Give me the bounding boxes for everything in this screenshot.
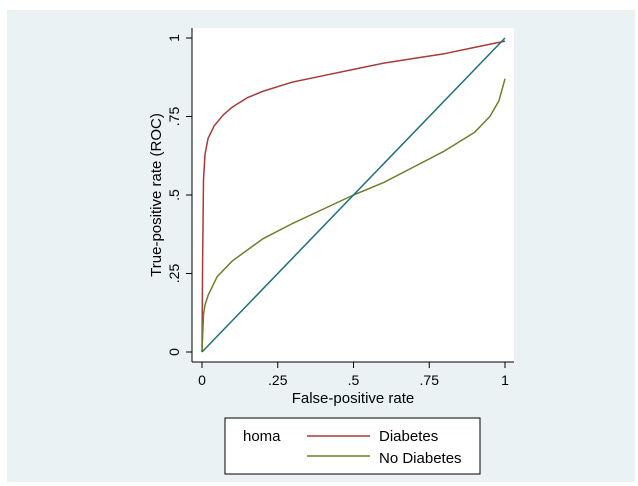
x-axis-title: False-positive rate — [292, 390, 415, 407]
y-tick-label: 1 — [166, 34, 182, 42]
legend-title: homa — [243, 428, 281, 445]
y-tick-label: .25 — [166, 264, 182, 284]
x-tick-label: .25 — [268, 372, 288, 388]
y-tick-label: .75 — [166, 107, 182, 127]
y-axis-ticks: 0 .25 .5 .75 1 — [166, 34, 192, 356]
legend-label-no-diabetes: No Diabetes — [379, 450, 462, 467]
y-tick-label: 0 — [166, 348, 182, 356]
x-tick-label: .75 — [420, 372, 440, 388]
legend-box — [224, 417, 481, 475]
x-tick-label: 1 — [501, 372, 509, 388]
series-line-no-diabetes — [201, 78, 506, 353]
x-tick-label: 0 — [198, 372, 206, 388]
legend-label-diabetes: Diabetes — [379, 428, 438, 445]
series-line-diabetes — [201, 40, 506, 353]
x-tick-label: .5 — [348, 372, 360, 388]
legend: homa Diabetes No Diabetes — [224, 417, 481, 475]
y-tick-label: .5 — [166, 189, 182, 201]
x-axis-ticks: 0 .25 .5 .75 1 — [198, 362, 509, 388]
reference-diagonal-line — [201, 37, 506, 353]
series-layer — [201, 37, 506, 353]
y-axis-title: True-positive rate (ROC) — [148, 113, 165, 277]
